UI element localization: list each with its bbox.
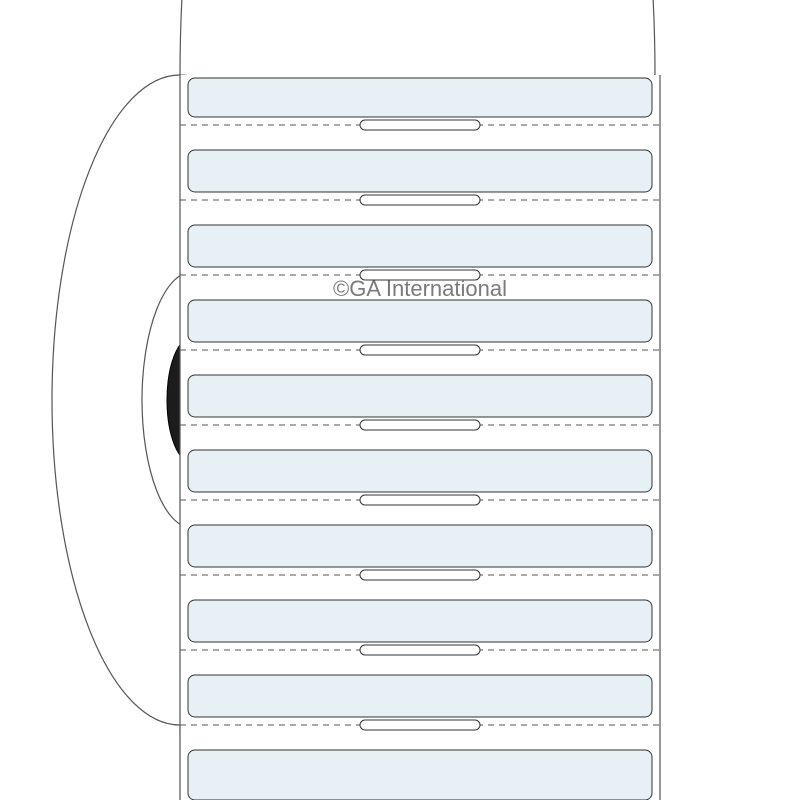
watermark-text: ©GA International <box>333 276 507 301</box>
label-strip <box>188 225 652 267</box>
label-strip <box>188 450 652 492</box>
label-strip <box>188 750 652 800</box>
sprocket-slot <box>360 645 480 655</box>
label-strip <box>188 600 652 642</box>
label-strip <box>188 150 652 192</box>
label-strip <box>188 300 652 342</box>
sprocket-slot <box>360 195 480 205</box>
label-strip <box>188 525 652 567</box>
sprocket-slot <box>360 120 480 130</box>
label-strip <box>188 375 652 417</box>
label-strip <box>188 78 652 117</box>
label-strip <box>188 675 652 717</box>
sprocket-slot <box>360 720 480 730</box>
label-roll-illustration: ©GA International <box>0 0 800 800</box>
sprocket-slot <box>360 345 480 355</box>
sprocket-slot <box>360 420 480 430</box>
sprocket-slot <box>360 495 480 505</box>
sprocket-slot <box>360 570 480 580</box>
